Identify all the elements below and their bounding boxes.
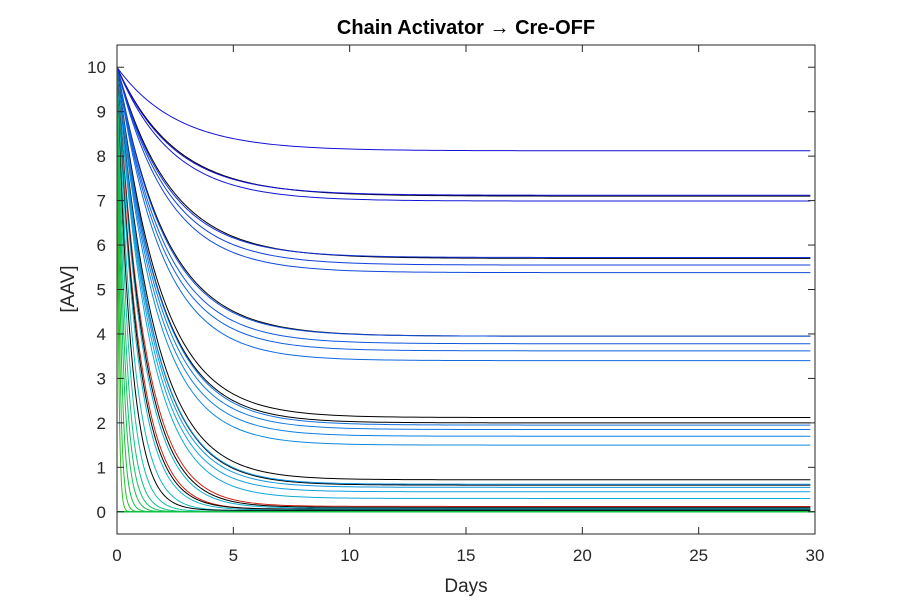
plot-area xyxy=(117,45,815,534)
series-line-26 xyxy=(116,67,811,507)
x-tick-label: 5 xyxy=(229,546,238,565)
y-tick-label: 3 xyxy=(97,369,106,388)
y-tick-label: 0 xyxy=(97,503,106,522)
x-tick-label: 20 xyxy=(573,546,592,565)
chart-title: Chain Activator → Cre-OFF xyxy=(337,17,595,39)
series-line-10 xyxy=(116,67,811,337)
series-line-17 xyxy=(116,67,811,431)
y-tick-label: 9 xyxy=(97,103,106,122)
series-line-33 xyxy=(116,67,811,511)
series-line-30 xyxy=(116,67,811,510)
x-tick-label: 30 xyxy=(806,546,825,565)
series-layer xyxy=(116,66,815,513)
x-axis-ticks: 0 5 10 15 20 25 30 xyxy=(112,45,824,565)
series-line-11 xyxy=(116,67,811,345)
series-line-24 xyxy=(116,67,811,493)
series-line-25 xyxy=(116,67,811,499)
series-line-7 xyxy=(116,67,811,266)
y-tick-label: 1 xyxy=(97,458,106,477)
y-tick-label: 2 xyxy=(97,414,106,433)
y-tick-label: 7 xyxy=(97,192,106,211)
series-line-18 xyxy=(116,67,811,437)
series-line-20 xyxy=(116,67,811,481)
series-line-4 xyxy=(116,67,811,202)
y-axis-label: [AAV] xyxy=(58,265,79,312)
series-line-5 xyxy=(116,67,811,259)
x-tick-label: 0 xyxy=(112,546,121,565)
series-line-1 xyxy=(116,66,811,152)
y-axis-ticks: 0 1 2 3 4 5 6 7 8 9 10 xyxy=(87,58,815,522)
y-tick-label: 4 xyxy=(97,325,106,344)
y-tick-label: 6 xyxy=(97,236,106,255)
x-tick-label: 15 xyxy=(457,546,476,565)
series-line-13 xyxy=(116,67,811,362)
series-line-12 xyxy=(116,67,811,352)
series-line-6 xyxy=(116,67,811,258)
x-axis-label: Days xyxy=(444,576,487,597)
series-line-19 xyxy=(116,67,811,446)
series-line-8 xyxy=(116,67,811,274)
series-line-23 xyxy=(116,67,811,488)
x-tick-label: 10 xyxy=(340,546,359,565)
series-line-14 xyxy=(116,67,811,419)
series-line-3 xyxy=(116,67,811,196)
series-line-27 xyxy=(116,67,811,508)
y-tick-label: 5 xyxy=(97,281,106,300)
x-tick-label: 25 xyxy=(689,546,708,565)
series-line-16 xyxy=(116,67,811,426)
y-tick-label: 8 xyxy=(97,147,106,166)
series-line-28 xyxy=(116,67,811,509)
series-line-22 xyxy=(116,67,811,485)
y-tick-label: 10 xyxy=(87,58,106,77)
